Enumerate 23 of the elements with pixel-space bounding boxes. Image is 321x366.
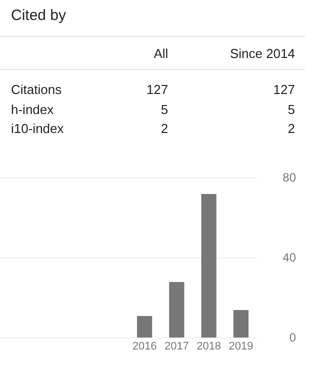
- x-tick-label: 2018: [196, 340, 222, 353]
- text: 127: [146, 82, 168, 98]
- x-tick-label: 2019: [228, 340, 254, 353]
- bar: [201, 194, 216, 338]
- text: 5: [160, 102, 168, 117]
- bar: [233, 310, 248, 338]
- text: 2: [288, 121, 295, 136]
- y-tick-label: 80: [282, 170, 296, 184]
- bar: [137, 316, 152, 338]
- category-label: i10-index: [11, 121, 64, 136]
- text: 5: [288, 102, 295, 117]
- y-tick-label: 40: [282, 250, 296, 264]
- x-tick-label: 2016: [132, 340, 157, 353]
- text: 2: [160, 121, 168, 136]
- x-tick-label: 2017: [164, 340, 189, 353]
- text: 127: [273, 82, 295, 98]
- category-label: All: [124, 37, 178, 70]
- category-label: Since 2014: [178, 37, 305, 70]
- category-label: h-index: [11, 102, 54, 117]
- y-tick-label: 0: [289, 330, 296, 344]
- category-label: Citations: [11, 82, 62, 98]
- text: Cited by: [0, 0, 305, 37]
- bar: [169, 282, 184, 338]
